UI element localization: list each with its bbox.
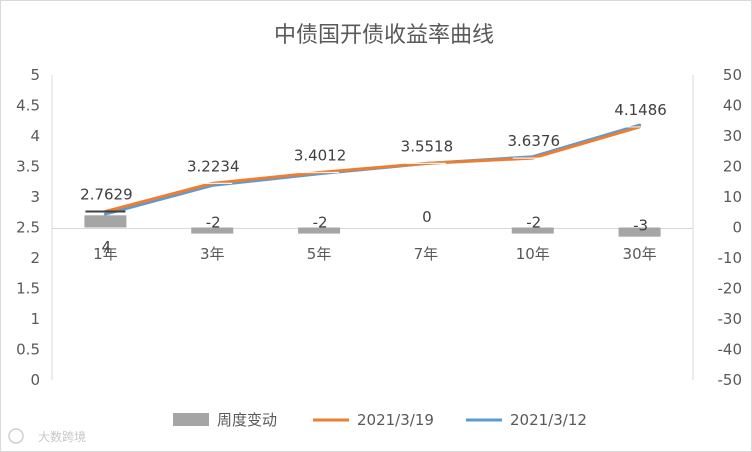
line-data-label: 3.5518	[401, 137, 454, 155]
right-axis-tick-label: 30	[723, 127, 742, 145]
x-axis-category-label: 5年	[307, 245, 332, 263]
right-axis-tick-label: 0	[732, 219, 742, 237]
x-axis-category-label: 3年	[200, 245, 225, 263]
left-axis-tick-label: 4.5	[16, 97, 40, 115]
x-axis-category-label: 10年	[516, 245, 550, 263]
bar-weekly-change	[191, 227, 234, 234]
bar-weekly-change	[511, 227, 554, 234]
right-axis-tick-label: 40	[723, 97, 742, 115]
bar-data-label: 4	[102, 238, 112, 256]
line-data-label: 3.6376	[508, 132, 561, 150]
left-axis-tick-label: 5	[30, 66, 40, 84]
bar-weekly-change	[298, 227, 341, 234]
chart-title: 中债国开债收益率曲线	[274, 23, 494, 48]
right-axis-tick-label: 10	[723, 188, 742, 206]
right-axis-tick-label: -20	[718, 280, 743, 298]
watermark-logo-icon	[8, 428, 24, 444]
legend-label-weekly-change: 周度变动	[217, 411, 277, 429]
left-axis-tick-label: 0	[30, 371, 40, 389]
left-axis-tick-label: 2	[30, 249, 40, 267]
legend-swatch-weekly-change	[173, 413, 209, 426]
left-axis-tick-label: 0.5	[16, 341, 40, 359]
x-axis-category-label: 1年	[93, 245, 118, 263]
right-axis-tick-label: -30	[718, 310, 743, 328]
line-data-label: 2.7629	[80, 185, 133, 203]
right-axis-tick-label: 20	[723, 158, 742, 176]
left-axis-tick-label: 4	[30, 127, 40, 145]
legend-label-2021-3-12: 2021/3/12	[510, 411, 587, 429]
bar-weekly-change	[84, 215, 127, 228]
x-axis-category-label: 30年	[623, 245, 657, 263]
bar-weekly-change	[618, 227, 661, 237]
right-axis-tick-label: -50	[718, 371, 743, 389]
legend-label-2021-3-19: 2021/3/19	[357, 411, 434, 429]
watermark-text: 大数跨境	[38, 429, 86, 444]
right-axis-tick-label: -40	[718, 341, 743, 359]
bar-data-label: -3	[633, 217, 648, 235]
right-axis-tick-label: 50	[723, 66, 742, 84]
left-axis-tick-label: 3	[30, 188, 40, 206]
left-axis-tick-label: 3.5	[16, 158, 40, 176]
left-axis-tick-label: 1.5	[16, 280, 40, 298]
line-data-label: 3.2234	[187, 157, 240, 175]
x-axis-category-label: 7年	[414, 245, 439, 263]
bar-data-label: -2	[526, 214, 541, 232]
bar-data-label: 0	[422, 208, 432, 226]
bar-data-label: -2	[313, 214, 328, 232]
left-axis-tick-label: 1	[30, 310, 40, 328]
watermark: 大数跨境	[8, 428, 86, 444]
left-axis-tick-label: 2.5	[16, 219, 40, 237]
line-data-label: 3.4012	[294, 147, 347, 165]
line-series-2021-3-19	[103, 125, 642, 213]
line-data-label: 4.1486	[614, 101, 667, 119]
right-axis-tick-label: -10	[718, 249, 743, 267]
bar-data-label: -2	[206, 214, 221, 232]
